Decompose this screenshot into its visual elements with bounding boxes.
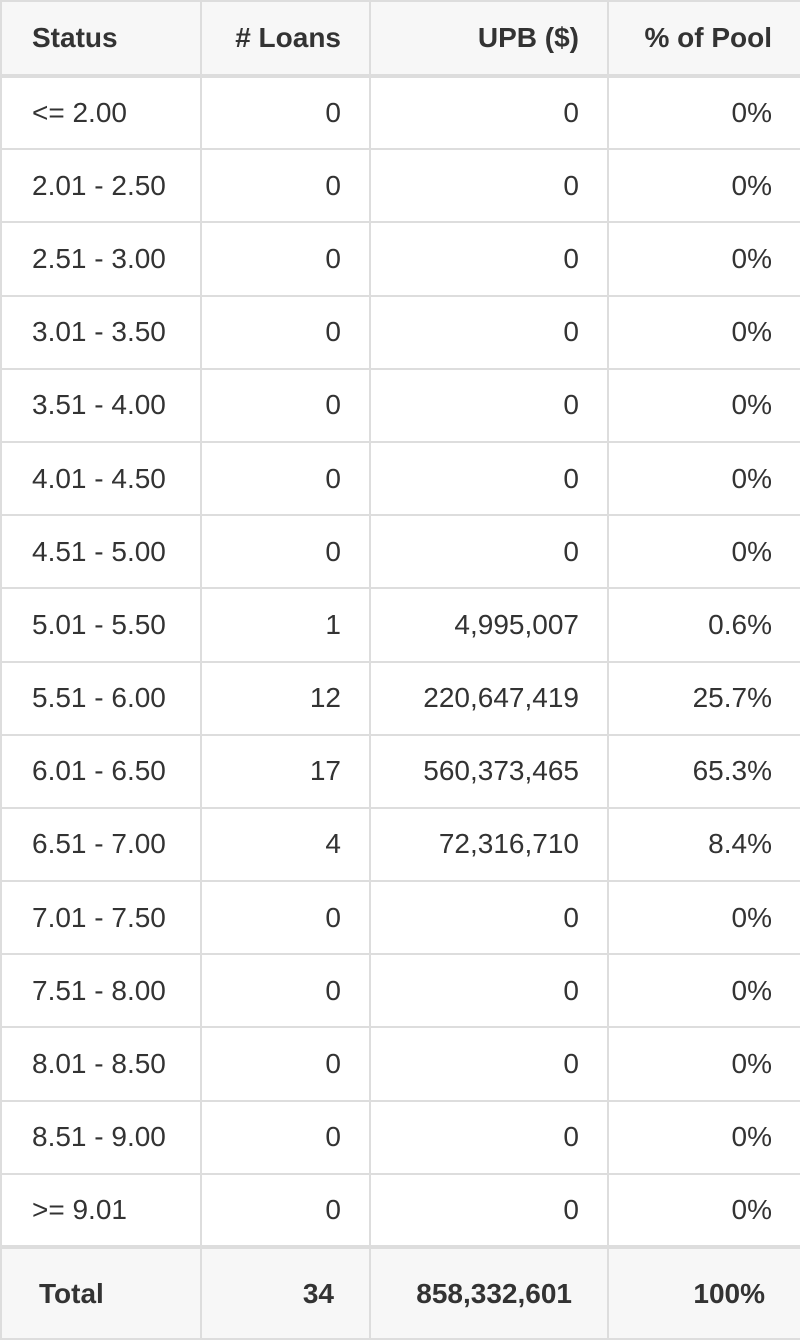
- cell-status: 8.51 - 9.00: [0, 1099, 202, 1175]
- cell-loans: 4: [200, 806, 371, 883]
- table-footer: Total 34 858,332,601 100%: [0, 1245, 800, 1340]
- table-row: 7.51 - 8.00 0 0 0%: [0, 953, 800, 1029]
- cell-pct: 0%: [607, 74, 800, 151]
- table-row: 5.51 - 6.00 12 220,647,419 25.7%: [0, 660, 800, 736]
- cell-status: 5.51 - 6.00: [0, 660, 202, 736]
- cell-pct: 0.6%: [607, 587, 800, 663]
- cell-upb: 560,373,465: [369, 733, 609, 809]
- cell-loans: 0: [200, 514, 371, 590]
- cell-upb: 4,995,007: [369, 587, 609, 663]
- table-row: 3.01 - 3.50 0 0 0%: [0, 294, 800, 370]
- table-row: 2.01 - 2.50 0 0 0%: [0, 148, 800, 224]
- cell-loans: 0: [200, 148, 371, 224]
- cell-status: 3.01 - 3.50: [0, 294, 202, 370]
- cell-status: 2.51 - 3.00: [0, 221, 202, 297]
- cell-pct: 65.3%: [607, 733, 800, 809]
- table-row: 4.51 - 5.00 0 0 0%: [0, 514, 800, 590]
- cell-pct: 0%: [607, 880, 800, 956]
- cell-pct: 0%: [607, 148, 800, 224]
- table-row: 5.01 - 5.50 1 4,995,007 0.6%: [0, 587, 800, 663]
- cell-upb: 0: [369, 440, 609, 517]
- cell-status: 7.51 - 8.00: [0, 953, 202, 1029]
- cell-pct: 0%: [607, 514, 800, 590]
- cell-status: 6.01 - 6.50: [0, 733, 202, 809]
- table-row: 8.51 - 9.00 0 0 0%: [0, 1099, 800, 1175]
- cell-loans: 17: [200, 733, 371, 809]
- table-header: Status # Loans UPB ($) % of Pool: [0, 0, 800, 78]
- cell-status: 4.01 - 4.50: [0, 440, 202, 517]
- table-row: 8.01 - 8.50 0 0 0%: [0, 1026, 800, 1102]
- cell-pct: 0%: [607, 1172, 800, 1249]
- cell-loans: 0: [200, 1099, 371, 1175]
- cell-pct: 0%: [607, 953, 800, 1029]
- cell-upb: 0: [369, 148, 609, 224]
- cell-status: 4.51 - 5.00: [0, 514, 202, 590]
- cell-loans: 12: [200, 660, 371, 736]
- cell-upb: 0: [369, 367, 609, 443]
- cell-loans: 0: [200, 953, 371, 1029]
- cell-status: <= 2.00: [0, 74, 202, 151]
- cell-status: 5.01 - 5.50: [0, 587, 202, 663]
- cell-status: >= 9.01: [0, 1172, 202, 1249]
- cell-upb: 0: [369, 221, 609, 297]
- table-row: >= 9.01 0 0 0%: [0, 1172, 800, 1249]
- table-row: 7.01 - 7.50 0 0 0%: [0, 880, 800, 956]
- cell-loans: 1: [200, 587, 371, 663]
- table-body: <= 2.00 0 0 0% 2.01 - 2.50 0 0 0% 2.51 - 3.00 0 0 0…: [0, 74, 800, 1249]
- table-row: <= 2.00 0 0 0%: [0, 74, 800, 151]
- cell-upb: 0: [369, 880, 609, 956]
- table-row: 2.51 - 3.00 0 0 0%: [0, 221, 800, 297]
- cell-loans: 0: [200, 294, 371, 370]
- cell-pct: 0%: [607, 294, 800, 370]
- column-header-upb: UPB ($): [369, 0, 609, 78]
- cell-status: 7.01 - 7.50: [0, 880, 202, 956]
- cell-upb: 0: [369, 1026, 609, 1102]
- cell-pct: 0%: [607, 221, 800, 297]
- total-row: Total 34 858,332,601 100%: [0, 1245, 800, 1340]
- cell-upb: 0: [369, 294, 609, 370]
- cell-loans: 0: [200, 880, 371, 956]
- total-label: Total: [0, 1245, 202, 1340]
- cell-pct: 0%: [607, 440, 800, 517]
- cell-status: 6.51 - 7.00: [0, 806, 202, 883]
- cell-upb: 0: [369, 953, 609, 1029]
- column-header-status: Status: [0, 0, 202, 78]
- cell-upb: 0: [369, 1099, 609, 1175]
- cell-loans: 0: [200, 1172, 371, 1249]
- table-row: 3.51 - 4.00 0 0 0%: [0, 367, 800, 443]
- column-header-pct-of-pool: % of Pool: [607, 0, 800, 78]
- header-row: Status # Loans UPB ($) % of Pool: [0, 0, 800, 78]
- cell-upb: 72,316,710: [369, 806, 609, 883]
- cell-loans: 0: [200, 1026, 371, 1102]
- cell-status: 8.01 - 8.50: [0, 1026, 202, 1102]
- total-upb: 858,332,601: [369, 1245, 609, 1340]
- total-pct: 100%: [607, 1245, 800, 1340]
- column-header-loans: # Loans: [200, 0, 371, 78]
- cell-loans: 0: [200, 367, 371, 443]
- cell-upb: 0: [369, 74, 609, 151]
- cell-upb: 0: [369, 1172, 609, 1249]
- cell-pct: 8.4%: [607, 806, 800, 883]
- cell-pct: 25.7%: [607, 660, 800, 736]
- table-row: 4.01 - 4.50 0 0 0%: [0, 440, 800, 517]
- cell-status: 2.01 - 2.50: [0, 148, 202, 224]
- cell-loans: 0: [200, 440, 371, 517]
- cell-loans: 0: [200, 74, 371, 151]
- cell-upb: 220,647,419: [369, 660, 609, 736]
- cell-pct: 0%: [607, 1099, 800, 1175]
- cell-pct: 0%: [607, 1026, 800, 1102]
- cell-upb: 0: [369, 514, 609, 590]
- cell-loans: 0: [200, 221, 371, 297]
- cell-status: 3.51 - 4.00: [0, 367, 202, 443]
- table-row: 6.01 - 6.50 17 560,373,465 65.3%: [0, 733, 800, 809]
- total-loans: 34: [200, 1245, 371, 1340]
- table-row: 6.51 - 7.00 4 72,316,710 8.4%: [0, 806, 800, 883]
- cell-pct: 0%: [607, 367, 800, 443]
